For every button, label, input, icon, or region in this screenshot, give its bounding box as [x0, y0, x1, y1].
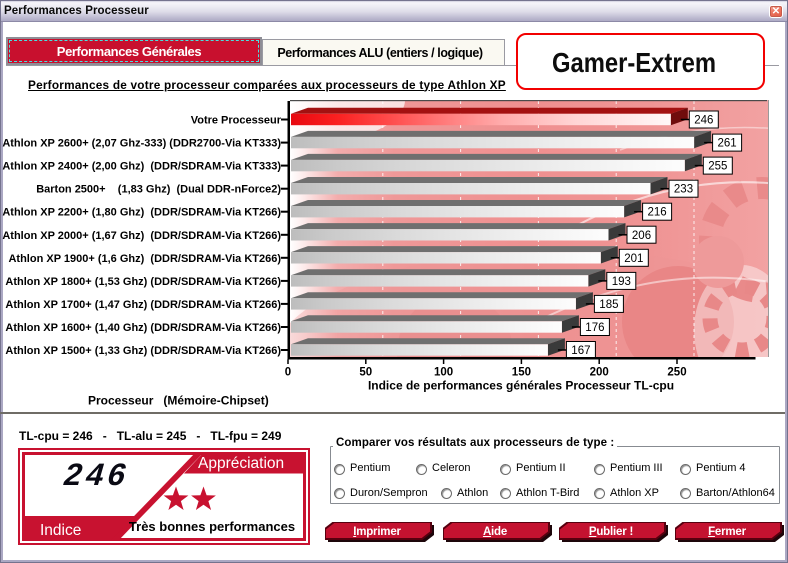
svg-text:Votre Processeur: Votre Processeur — [191, 115, 282, 127]
svg-text:50: 50 — [359, 367, 372, 379]
svg-text:Athlon XP 1800+ (1,53 Ghz) (DD: Athlon XP 1800+ (1,53 Ghz) (DDR/SDRAM-Vi… — [5, 276, 281, 288]
svg-text:246: 246 — [60, 457, 135, 492]
svg-text:250: 250 — [667, 367, 686, 379]
svg-text:233: 233 — [674, 184, 693, 196]
svg-text:246: 246 — [694, 115, 713, 127]
svg-text:261: 261 — [718, 138, 737, 150]
svg-text:176: 176 — [585, 322, 604, 334]
svg-text:Athlon XP 1700+ (1,47 Ghz) (DD: Athlon XP 1700+ (1,47 Ghz) (DDR/SDRAM-Vi… — [5, 299, 281, 311]
svg-text:255: 255 — [708, 161, 727, 173]
svg-text:Athlon XP 1500+ (1,33 Ghz) (DD: Athlon XP 1500+ (1,33 Ghz) (DDR/SDRAM-Vi… — [5, 345, 281, 357]
svg-text:100: 100 — [434, 367, 453, 379]
svg-text:206: 206 — [632, 230, 651, 242]
svg-text:201: 201 — [624, 253, 643, 265]
svg-text:200: 200 — [590, 367, 609, 379]
svg-text:Processeur (Mémoire-Chipset): Processeur (Mémoire-Chipset) — [88, 394, 269, 408]
svg-text:216: 216 — [648, 207, 667, 219]
svg-text:Athlon XP 2000+ (1,67 Ghz) (D: Athlon XP 2000+ (1,67 Ghz) (DDR/SDRAM-Vi… — [2, 230, 281, 242]
svg-text:Indice de performances général: Indice de performances générales Process… — [368, 379, 674, 393]
svg-text:185: 185 — [599, 299, 618, 311]
svg-text:167: 167 — [571, 345, 590, 357]
svg-text:193: 193 — [612, 276, 631, 288]
svg-text:Athlon XP 2600+ (2,07 Ghz-333): Athlon XP 2600+ (2,07 Ghz-333) (DDR2700-… — [2, 138, 281, 150]
svg-text:Indice: Indice — [40, 522, 81, 539]
svg-text:Barton 2500+ (1,83 Ghz) (D: Barton 2500+ (1,83 Ghz) (Dual DDR-nForce… — [36, 184, 281, 196]
svg-text:Très bonnes performances: Très bonnes performances — [129, 519, 295, 534]
svg-text:Athlon XP 1900+ (1,6 Ghz) (DD: Athlon XP 1900+ (1,6 Ghz) (DDR/SDRAM-Via… — [8, 253, 281, 265]
svg-text:0: 0 — [285, 367, 291, 379]
svg-text:Athlon XP 1600+ (1,40 Ghz) (DD: Athlon XP 1600+ (1,40 Ghz) (DDR/SDRAM-Vi… — [5, 322, 281, 334]
svg-text:Athlon XP 2200+ (1,80 Ghz) (D: Athlon XP 2200+ (1,80 Ghz) (DDR/SDRAM-Vi… — [2, 207, 281, 219]
svg-text:Athlon XP 2400+ (2,00 Ghz) (D: Athlon XP 2400+ (2,00 Ghz) (DDR/SDRAM-Vi… — [2, 161, 281, 173]
svg-text:150: 150 — [512, 367, 531, 379]
svg-text:Appréciation: Appréciation — [198, 455, 284, 472]
